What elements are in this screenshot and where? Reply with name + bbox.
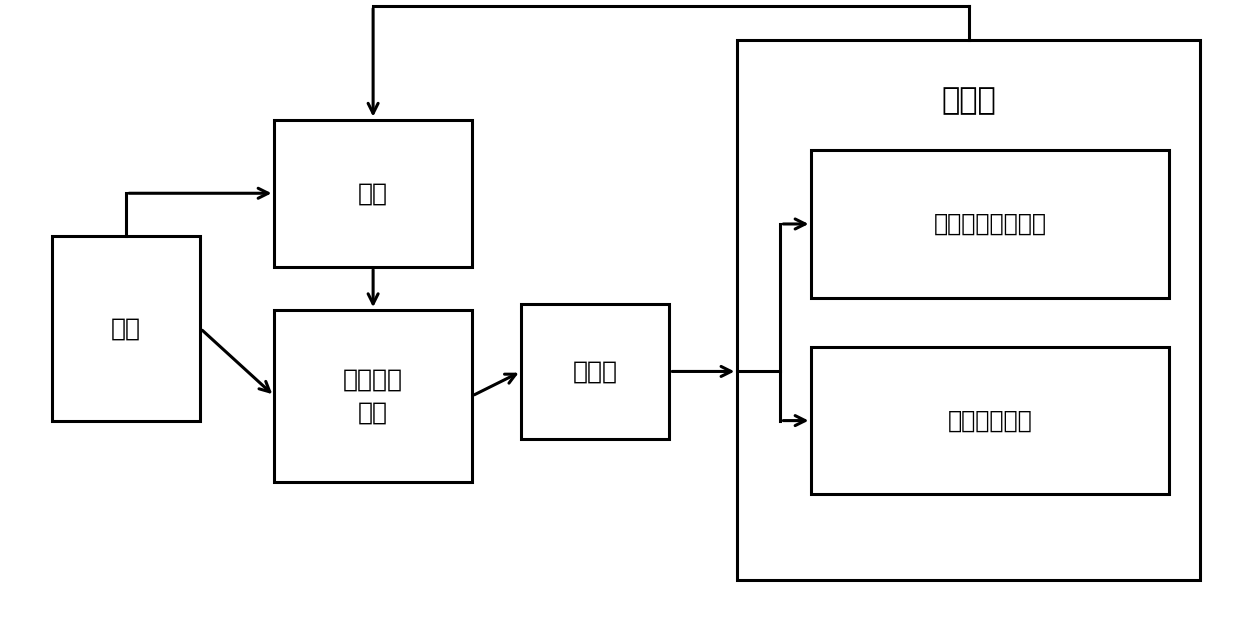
Bar [738,40,1200,580]
Bar [274,120,472,267]
Bar [521,304,670,439]
Text: 动子位置检测单元: 动子位置检测单元 [934,212,1047,236]
Bar [811,347,1169,494]
Text: 电机换相单元: 电机换相单元 [947,409,1033,433]
Bar [52,236,201,420]
Text: 电机: 电机 [358,181,388,205]
Bar [274,310,472,482]
Text: 单片机: 单片机 [941,87,996,115]
Text: 积分器: 积分器 [573,360,618,383]
Text: 电源: 电源 [112,316,141,340]
Bar [811,150,1169,298]
Text: 电流检测
电路: 电流检测 电路 [343,367,403,425]
